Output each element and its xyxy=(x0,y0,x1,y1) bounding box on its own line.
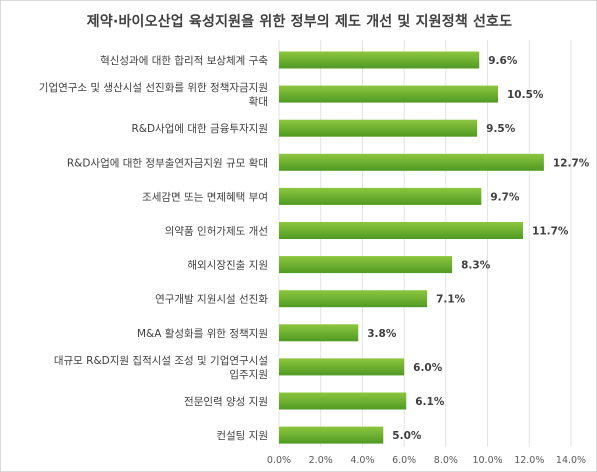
category-label: 대규모 R&D지원 집적시설 조성 및 기업연구시설 입주지원 xyxy=(54,354,268,381)
value-label: 6.1% xyxy=(415,396,445,408)
x-tick-label: 6.0% xyxy=(392,455,416,466)
x-tick-label: 4.0% xyxy=(350,455,374,466)
category-label: R&D사업에 대한 정부출연자금지원 규모 확대 xyxy=(67,156,268,169)
bars xyxy=(279,51,544,444)
bar xyxy=(279,85,498,103)
chart-title: 제약·바이오산업 육성지원을 위한 정부의 제도 개선 및 지원정책 선호도 xyxy=(86,14,513,30)
value-label: 10.5% xyxy=(507,89,544,101)
value-label: 6.0% xyxy=(413,362,443,374)
category-label: 해외시장진출 지원 xyxy=(187,259,268,272)
gridlines xyxy=(278,40,572,447)
x-tick-label: 12.0% xyxy=(514,455,544,466)
bar xyxy=(279,51,480,69)
x-axis-ticks: 0.0% 2.0% 4.0% 6.0% 8.0% 10.0% 12.0% 14.0% xyxy=(267,455,586,466)
bar xyxy=(279,426,384,444)
bar xyxy=(279,256,453,274)
value-label: 8.3% xyxy=(461,260,491,272)
bar xyxy=(279,392,407,410)
value-label: 11.7% xyxy=(532,226,569,238)
category-label: 전문인력 양성 지원 xyxy=(184,396,268,408)
bar xyxy=(279,153,544,171)
x-tick-label: 14.0% xyxy=(556,455,586,466)
value-label: 12.7% xyxy=(553,157,590,169)
x-tick-label: 10.0% xyxy=(472,455,502,466)
bar xyxy=(279,290,428,308)
value-label: 9.7% xyxy=(490,191,520,203)
x-tick-label: 2.0% xyxy=(309,455,333,466)
bar xyxy=(279,119,478,137)
value-label: 7.1% xyxy=(436,294,466,306)
value-label: 5.0% xyxy=(392,430,422,442)
category-label: 기업연구소 및 생산시설 선진화를 위한 정책자금지원 확대 xyxy=(39,81,268,108)
category-label: 컨설팅 지원 xyxy=(216,430,268,442)
value-label: 9.6% xyxy=(488,55,518,67)
x-tick-label: 0.0% xyxy=(267,455,291,466)
category-label: 의약품 인허가제도 개선 xyxy=(165,226,268,238)
bar xyxy=(279,324,359,342)
bar xyxy=(279,358,405,376)
category-label: 혁신성과에 대한 합리적 보상체계 구축 xyxy=(100,55,268,67)
x-tick-label: 8.0% xyxy=(434,455,458,466)
category-label: M&A 활성화를 위한 정책지원 xyxy=(137,327,268,340)
value-label: 3.8% xyxy=(367,328,397,340)
category-label: R&D사업에 대한 금융투자지원 xyxy=(131,122,268,135)
bar xyxy=(279,187,482,205)
value-labels: 9.6% 10.5% 9.5% 12.7% 9.7% 11.7% 8.3% 7.1% 3.8% 6… xyxy=(367,55,590,442)
category-label: 조세감면 또는 면제혜택 부여 xyxy=(142,191,268,203)
bar xyxy=(279,222,524,239)
category-label: 연구개발 지원시설 선진화 xyxy=(155,294,268,306)
value-label: 9.5% xyxy=(486,123,516,135)
